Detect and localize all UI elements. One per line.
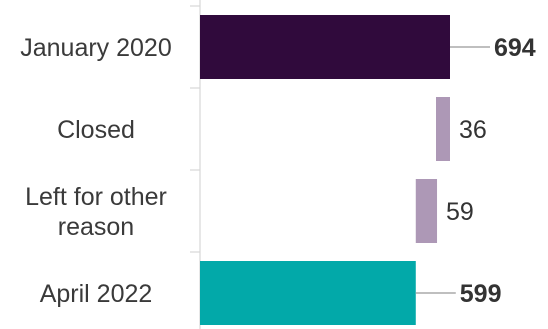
category-label-3-line-0: April 2022 [40,280,153,308]
leader-lines [415,46,490,294]
category-label-1-line-0: Closed [57,116,135,144]
value-label-2: 59 [446,198,474,226]
value-label-3: 599 [460,280,502,308]
bar-3 [200,261,416,325]
bar-0 [200,15,450,79]
value-label-1: 36 [459,116,487,144]
value-labels: 694 36 59 599 [446,34,536,308]
bar-group [200,15,450,325]
category-label-0-line-0: January 2020 [20,34,172,62]
bar-1 [436,97,450,161]
category-separators [190,5,200,253]
value-label-0: 694 [494,34,536,62]
category-label-2-line-1: reason [58,213,134,241]
bar-2 [415,179,438,243]
category-label-2-line-0: Left for other [25,183,167,211]
